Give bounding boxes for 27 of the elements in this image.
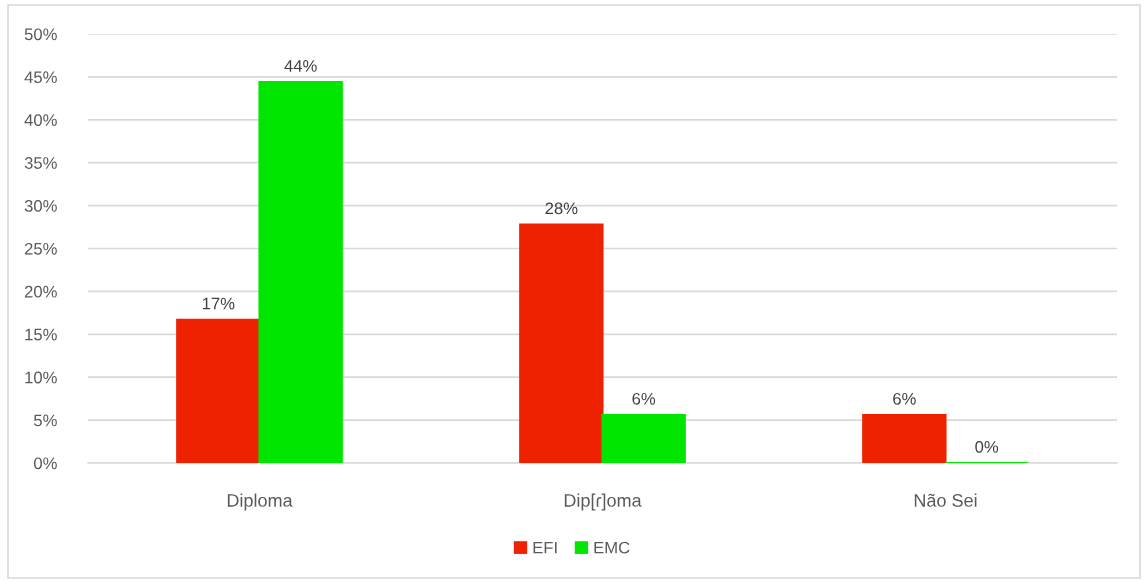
data-label: 6% (632, 392, 656, 405)
data-label: 44% (284, 60, 317, 72)
y-tick-label: 35% (24, 157, 57, 169)
y-tick-label: 30% (24, 200, 57, 212)
bar (519, 223, 604, 463)
data-label: 17% (202, 297, 235, 310)
legend-label: EMC (594, 541, 630, 554)
y-tick-label: 0% (34, 457, 57, 470)
y-tick-label: 50% (24, 28, 57, 41)
y-tick-label: 20% (24, 285, 57, 298)
y-tick-label: 25% (24, 242, 57, 255)
y-tick-label: 45% (24, 71, 57, 84)
bar (176, 318, 261, 463)
y-tick-label: 10% (25, 371, 57, 384)
y-tick-label: 5% (34, 414, 57, 427)
bar (862, 413, 947, 463)
bar (601, 413, 686, 463)
x-tick-label: Dip[ɾ]oma (564, 493, 642, 511)
y-tick-label: 15% (25, 328, 57, 341)
x-tick-label: Não Sei (914, 493, 977, 507)
legend-label: EFI (533, 541, 557, 554)
bar (258, 81, 343, 463)
y-tick-label: 40% (24, 114, 57, 126)
data-label: 0% (975, 440, 999, 453)
x-tick-label: Diploma (227, 493, 293, 511)
data-label: 28% (545, 202, 578, 215)
data-label: 6% (893, 392, 916, 405)
